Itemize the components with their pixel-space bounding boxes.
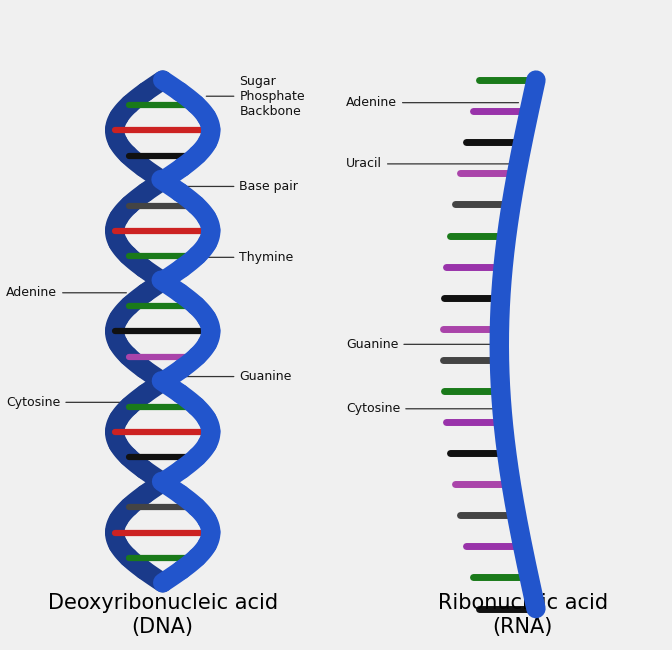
Text: Sugar
Phosphate
Backbone: Sugar Phosphate Backbone	[206, 75, 305, 118]
Text: Ribonucleic acid
(RNA): Ribonucleic acid (RNA)	[437, 593, 607, 636]
Text: Cytosine: Cytosine	[6, 396, 131, 409]
Text: Deoxyribonucleic acid
(DNA): Deoxyribonucleic acid (DNA)	[48, 593, 278, 636]
Text: Adenine: Adenine	[346, 96, 519, 109]
Text: Base pair: Base pair	[175, 180, 298, 193]
Text: Cytosine: Cytosine	[346, 402, 507, 415]
Text: Uracil: Uracil	[346, 157, 513, 170]
Text: Guanine: Guanine	[185, 370, 292, 383]
Text: Guanine: Guanine	[346, 338, 507, 351]
Text: Adenine: Adenine	[6, 286, 126, 299]
Text: Thymine: Thymine	[194, 251, 294, 264]
